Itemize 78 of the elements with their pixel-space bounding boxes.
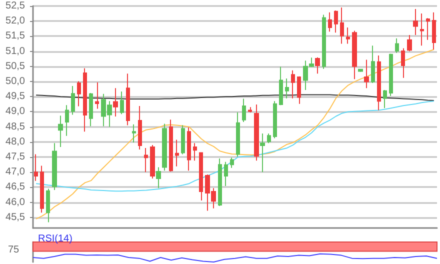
candlestick <box>291 70 295 99</box>
candlestick <box>371 45 375 84</box>
candlestick <box>52 142 57 190</box>
candlestick <box>58 115 63 148</box>
y-tick-label: 46,0 <box>6 196 26 208</box>
candlestick <box>150 144 155 179</box>
candlestick <box>120 90 124 115</box>
candlestick <box>322 14 326 70</box>
candlestick <box>175 139 179 167</box>
candlestick <box>46 188 50 223</box>
candlestick <box>364 59 369 89</box>
y-tick-label: 45,5 <box>6 212 26 223</box>
y-tick-label: 52,0 <box>6 16 26 27</box>
candlestick <box>113 88 118 118</box>
candlestick <box>346 26 350 44</box>
candlestick <box>315 56 320 74</box>
y-tick-label: 50,0 <box>6 76 26 88</box>
y-tick-label: 49,0 <box>6 106 26 118</box>
candlestick <box>273 100 277 139</box>
candlestick <box>236 112 240 158</box>
candlestick <box>34 154 38 182</box>
candlestick <box>267 132 271 144</box>
candlestick <box>432 12 436 50</box>
candlestick <box>395 38 399 54</box>
candlestick <box>254 104 259 162</box>
candlestick <box>260 132 265 173</box>
candlestick <box>40 165 44 214</box>
line-series <box>36 48 434 220</box>
candlestick <box>389 53 393 97</box>
candlestick <box>132 124 136 144</box>
candlestick <box>187 126 191 172</box>
candlestick <box>377 55 381 111</box>
candlestick <box>340 7 344 44</box>
candlestick <box>420 13 424 46</box>
candlestick <box>193 142 197 162</box>
candlestick <box>224 161 228 187</box>
candlestick <box>77 80 81 107</box>
candlestick <box>138 105 142 150</box>
candlestick <box>242 98 246 122</box>
candlestick <box>407 34 412 52</box>
candlestick <box>279 66 283 106</box>
candlestick <box>413 8 418 36</box>
y-tick-label: 52,5 <box>6 0 26 12</box>
candlestick <box>352 30 357 80</box>
y-tick-label: 48,0 <box>6 136 26 148</box>
candlestick <box>285 78 289 99</box>
candlestick <box>248 106 252 113</box>
candlestick <box>181 124 185 155</box>
candlestick <box>71 86 75 116</box>
y-tick-label: 51,0 <box>6 46 26 57</box>
candlestick <box>401 48 405 78</box>
candlestick <box>83 68 87 132</box>
candlestick <box>162 123 167 172</box>
candlestick <box>297 76 301 104</box>
text: 75 <box>8 244 20 256</box>
y-tick-label: 48,5 <box>6 121 26 132</box>
candlestick <box>334 10 338 34</box>
candlestick <box>383 89 387 109</box>
candlestick <box>89 92 93 127</box>
candlestick <box>156 166 161 189</box>
y-tick-label: 47,5 <box>6 152 26 163</box>
candlestick <box>358 68 363 72</box>
candlestick <box>169 119 173 172</box>
candlestick <box>218 158 222 206</box>
y-tick-label: 46,5 <box>6 182 26 193</box>
line-series <box>36 100 434 192</box>
y-tick-label: 50,5 <box>6 60 26 72</box>
y-tick-label: 51,5 <box>6 30 26 42</box>
candlestick <box>144 147 148 173</box>
candlestick <box>126 73 130 126</box>
candlestick <box>199 152 203 202</box>
y-tick-label: 49,5 <box>6 91 26 102</box>
candlestick <box>328 12 332 32</box>
y-tick-label: 47,0 <box>6 166 26 178</box>
candlestick <box>426 18 430 40</box>
candlestick <box>230 157 234 168</box>
candlestick <box>95 82 99 110</box>
candlestick <box>65 104 69 136</box>
